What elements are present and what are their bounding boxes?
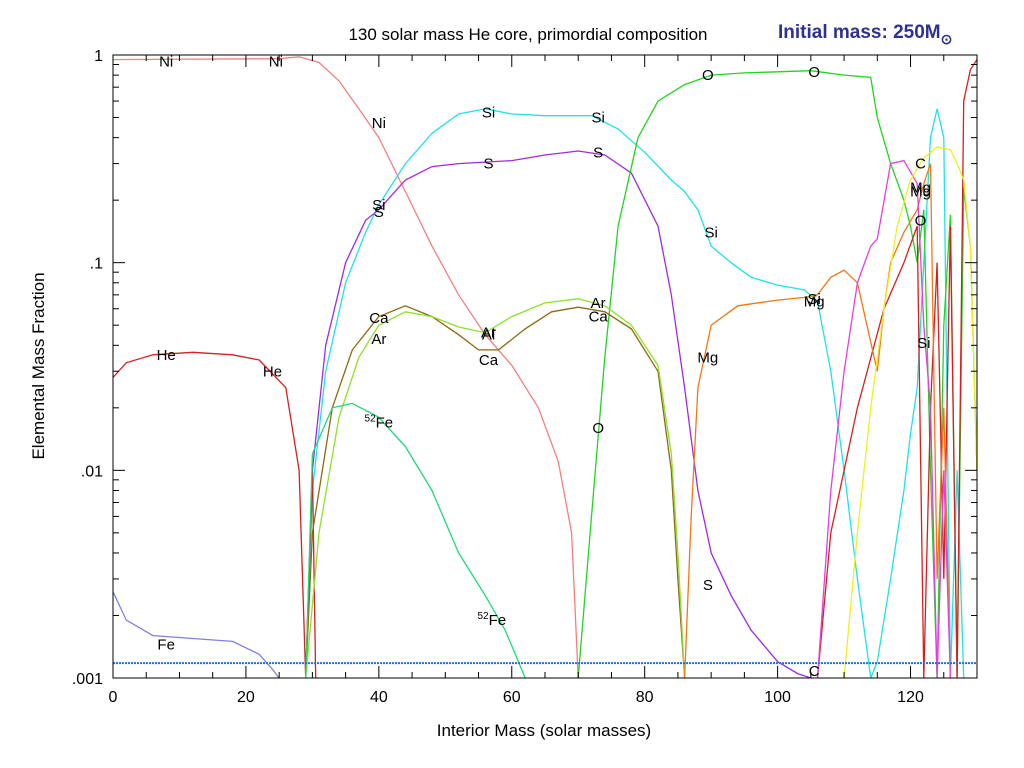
series-label-o-13: O bbox=[702, 67, 714, 84]
series-label-al-24: Al bbox=[482, 327, 495, 344]
x-axis-label: Interior Mass (solar masses) bbox=[437, 721, 651, 740]
series-label-o-14: O bbox=[808, 64, 820, 81]
series-label-he-17: He bbox=[157, 347, 176, 364]
subtitle-text: Initial mass: 250M bbox=[778, 22, 941, 43]
series-label-o-15: O bbox=[592, 420, 604, 437]
series-label-ar-25: Ar bbox=[591, 295, 606, 312]
chart-subtitle: Initial mass: 250M⊙ bbox=[778, 22, 952, 47]
x-tick-label: 40 bbox=[370, 689, 388, 706]
y-axis-label: Elemental Mass Fraction bbox=[29, 272, 48, 459]
series-label-s-9: S bbox=[374, 204, 384, 221]
series-label-si-7: Si bbox=[807, 291, 820, 308]
series-label-fe-34: 52Fe bbox=[478, 611, 507, 629]
series-label-si-5: Si bbox=[704, 224, 717, 241]
series-line-ar bbox=[305, 298, 686, 678]
series-line-he bbox=[113, 351, 317, 678]
subtitle-sun-symbol: ⊙ bbox=[941, 31, 953, 47]
series-label-mg-28: Mg bbox=[910, 180, 931, 197]
series-label-text: Fe bbox=[489, 612, 507, 629]
y-tick-label: .01 bbox=[81, 463, 103, 480]
x-tick-label: 60 bbox=[503, 689, 521, 706]
y-tick-label: .001 bbox=[72, 671, 103, 688]
chart-title: 130 solar mass He core, primordial compo… bbox=[348, 25, 707, 44]
y-tick-label: .1 bbox=[90, 256, 103, 273]
series-line-ca bbox=[305, 305, 686, 678]
series-label-s-10: S bbox=[483, 156, 493, 173]
x-tick-label: 0 bbox=[109, 689, 118, 706]
series-label-sup: 52 bbox=[365, 413, 377, 424]
plot-frame bbox=[112, 54, 978, 679]
series-label-si-4: Si bbox=[591, 110, 604, 127]
series-line-mg bbox=[683, 163, 952, 678]
series-label-s-11: S bbox=[593, 144, 603, 161]
x-tick-label: 100 bbox=[764, 689, 791, 706]
series-label-text: Fe bbox=[376, 414, 394, 431]
series-line-si bbox=[305, 108, 965, 678]
series-label-mg-27: Mg bbox=[804, 294, 825, 311]
series-line-o bbox=[577, 70, 977, 678]
series-label-o-16: O bbox=[915, 212, 927, 229]
series-line-ni bbox=[113, 56, 579, 678]
series-label-mg-29: Mg bbox=[910, 184, 931, 201]
series-line-fe52 bbox=[305, 402, 526, 678]
series-label-ni-0: Ni bbox=[159, 54, 173, 71]
series-line-mg2 bbox=[816, 159, 952, 678]
series-label-ca-19: Ca bbox=[369, 310, 389, 327]
series-label-he-18: He bbox=[263, 363, 282, 380]
x-tick-label: 20 bbox=[237, 689, 255, 706]
series-line-fe bbox=[113, 591, 280, 678]
series-line-s bbox=[305, 150, 812, 678]
series-label-si-8: Si bbox=[372, 197, 385, 214]
series-label-mg-26: Mg bbox=[697, 349, 718, 366]
series-label-ni-2: Ni bbox=[372, 115, 386, 132]
axes-layer: 0 20 40 60 80 100 120 .001 .01 .1 1 bbox=[72, 48, 978, 706]
series-label-sup: 52 bbox=[478, 611, 490, 622]
x-tick-label: 80 bbox=[636, 689, 654, 706]
series-label-ar-23: Ar bbox=[481, 325, 496, 342]
series-label-s-12: S bbox=[703, 577, 713, 594]
series-label-c-31: C bbox=[809, 663, 820, 680]
x-tick-label: 120 bbox=[897, 689, 924, 706]
series-label-ca-20: Ca bbox=[479, 352, 499, 369]
series-label-si-3: Si bbox=[482, 104, 495, 121]
series-label-ca-21: Ca bbox=[589, 309, 609, 326]
series-layer bbox=[113, 56, 977, 678]
series-line-c bbox=[843, 146, 977, 678]
series-label-ni-1: Ni bbox=[269, 54, 283, 71]
series-label-fe-32: Fe bbox=[157, 636, 175, 653]
y-tick-label: 1 bbox=[94, 48, 103, 65]
series-label-ar-22: Ar bbox=[371, 331, 386, 348]
series-label-c-30: C bbox=[915, 156, 926, 173]
series-label-si-6: Si bbox=[917, 335, 930, 352]
series-label-fe-33: 52Fe bbox=[365, 413, 394, 431]
